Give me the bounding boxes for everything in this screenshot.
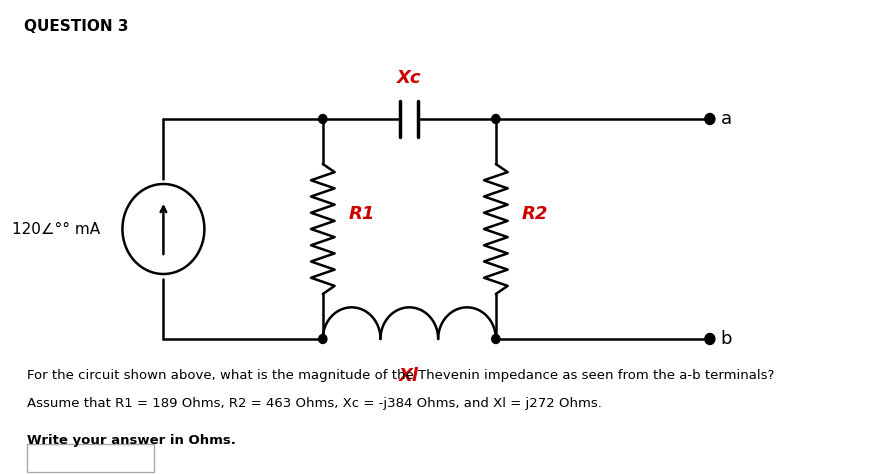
FancyBboxPatch shape [27, 444, 154, 472]
Text: a: a [720, 110, 731, 128]
Text: Xl: Xl [399, 367, 419, 385]
Text: R2: R2 [521, 205, 547, 223]
Circle shape [318, 115, 326, 124]
Text: QUESTION 3: QUESTION 3 [24, 19, 129, 34]
Text: 120∠°° mA: 120∠°° mA [12, 221, 99, 237]
Text: b: b [720, 330, 731, 348]
Text: R1: R1 [348, 205, 375, 223]
Text: Assume that R1 = 189 Ohms, R2 = 463 Ohms, Xc = -j384 Ohms, and Xl = j272 Ohms.: Assume that R1 = 189 Ohms, R2 = 463 Ohms… [27, 397, 601, 410]
Text: Xc: Xc [397, 69, 421, 87]
Circle shape [704, 334, 714, 345]
Text: For the circuit shown above, what is the magnitude of the Thevenin impedance as : For the circuit shown above, what is the… [27, 369, 773, 382]
Text: Write your answer in Ohms.: Write your answer in Ohms. [27, 434, 235, 447]
Circle shape [491, 115, 500, 124]
Circle shape [704, 113, 714, 125]
Circle shape [318, 335, 326, 344]
Circle shape [491, 335, 500, 344]
